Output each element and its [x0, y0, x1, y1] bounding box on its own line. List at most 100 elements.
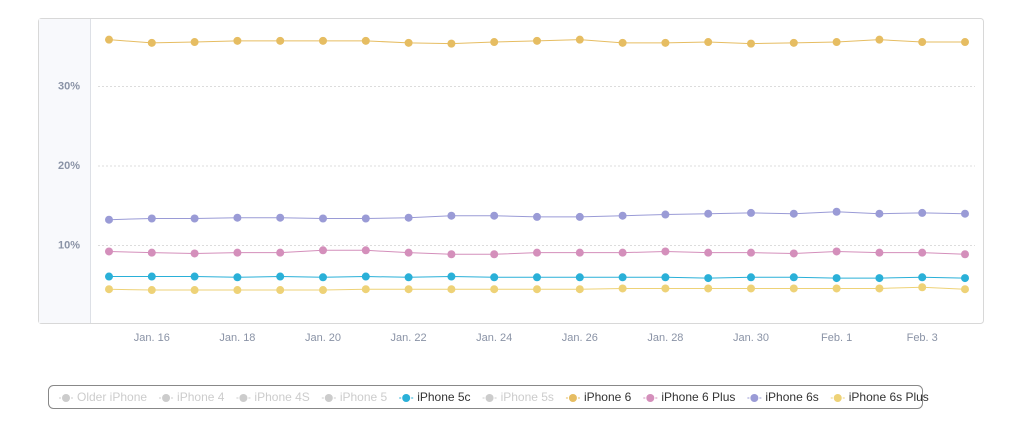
data-point [147, 38, 156, 47]
data-point [575, 273, 584, 282]
legend-item[interactable]: Older iPhone [77, 390, 147, 404]
data-point [961, 209, 969, 218]
x-tick-label: Jan. 22 [391, 332, 427, 344]
data-point [789, 284, 798, 293]
data-point [704, 209, 713, 218]
data-point [747, 248, 755, 257]
data-point [276, 286, 285, 295]
y-tick-label: 20% [58, 160, 80, 172]
data-point [832, 207, 841, 216]
data-point [147, 272, 156, 281]
legend-item[interactable]: iPhone 5s [501, 390, 554, 404]
data-point [404, 248, 413, 257]
data-point [190, 214, 199, 223]
data-point [190, 272, 199, 281]
y-axis-panel [39, 19, 90, 323]
legend-marker [62, 394, 70, 402]
data-point [747, 284, 755, 293]
legend-marker [402, 394, 411, 402]
data-point [361, 214, 370, 223]
plot: 10% 20% 30% Jan. 16 Jan. 18 Jan. 20 Jan. 22 Jan… [58, 35, 975, 344]
legend-marker [162, 394, 171, 402]
data-point [789, 38, 798, 47]
legend-item[interactable]: iPhone 5c [417, 390, 470, 404]
data-point [105, 215, 113, 224]
legend: Older iPhone iPhone 4 iPhone 4S iPhone 5 iPh… [59, 390, 929, 404]
data-point [490, 38, 499, 47]
legend-item[interactable]: iPhone 6 [584, 390, 632, 404]
legend-marker [324, 394, 333, 402]
data-point [575, 248, 584, 257]
data-point [319, 246, 327, 255]
data-point [190, 286, 199, 295]
data-point [875, 274, 884, 283]
legend-item[interactable]: iPhone 4 [177, 390, 225, 404]
data-point [319, 273, 327, 282]
data-point [961, 38, 969, 47]
x-tick-label: Feb. 1 [821, 332, 852, 344]
data-point [704, 284, 713, 293]
x-tick-label: Jan. 30 [733, 332, 769, 344]
legend-item[interactable]: iPhone 6s [765, 390, 818, 404]
data-point [404, 38, 413, 47]
data-point [233, 213, 242, 222]
x-tick-label: Jan. 18 [219, 332, 255, 344]
x-tick-label: Jan. 20 [305, 332, 341, 344]
data-point [319, 286, 327, 295]
data-point [575, 285, 584, 294]
data-point [447, 272, 456, 281]
legend-marker [485, 394, 494, 402]
data-point [147, 286, 156, 295]
data-point [618, 211, 627, 220]
data-point [319, 214, 327, 223]
data-point [747, 39, 755, 48]
data-point [618, 248, 627, 257]
data-point [832, 38, 841, 47]
legend-item[interactable]: iPhone 5 [340, 390, 388, 404]
data-point [661, 284, 670, 293]
data-point [190, 38, 199, 47]
legend-box [48, 385, 923, 409]
data-point [832, 247, 841, 256]
data-point [276, 36, 285, 45]
data-point [233, 248, 242, 257]
data-point [233, 36, 242, 45]
data-point [533, 36, 541, 45]
data-point [447, 39, 456, 48]
data-point [190, 249, 199, 258]
data-point [789, 249, 798, 258]
data-point [404, 213, 413, 222]
data-point [575, 212, 584, 221]
legend-marker [646, 394, 655, 402]
data-point [533, 248, 541, 257]
data-point [361, 246, 370, 255]
data-point [918, 273, 927, 282]
data-point [319, 36, 327, 45]
data-point [618, 284, 627, 293]
data-point [918, 38, 927, 47]
legend-marker [750, 394, 759, 402]
data-point [105, 285, 113, 294]
data-point [961, 250, 969, 259]
data-point [789, 273, 798, 282]
data-point [447, 250, 456, 259]
data-point [704, 248, 713, 257]
data-point [875, 248, 884, 257]
legend-marker [833, 394, 842, 402]
data-point [661, 210, 670, 219]
legend-item[interactable]: iPhone 6s Plus [849, 390, 929, 404]
data-point [490, 285, 499, 294]
data-point [361, 285, 370, 294]
data-point [832, 284, 841, 293]
data-point [233, 273, 242, 282]
data-point [490, 211, 499, 220]
data-point [918, 283, 927, 292]
data-point [918, 248, 927, 257]
data-point [276, 248, 285, 257]
x-tick-label: Feb. 3 [907, 332, 938, 344]
y-tick-label: 10% [58, 239, 80, 251]
legend-item[interactable]: iPhone 4S [254, 390, 309, 404]
legend-item[interactable]: iPhone 6 Plus [661, 390, 735, 404]
x-tick-label: Jan. 16 [134, 332, 170, 344]
